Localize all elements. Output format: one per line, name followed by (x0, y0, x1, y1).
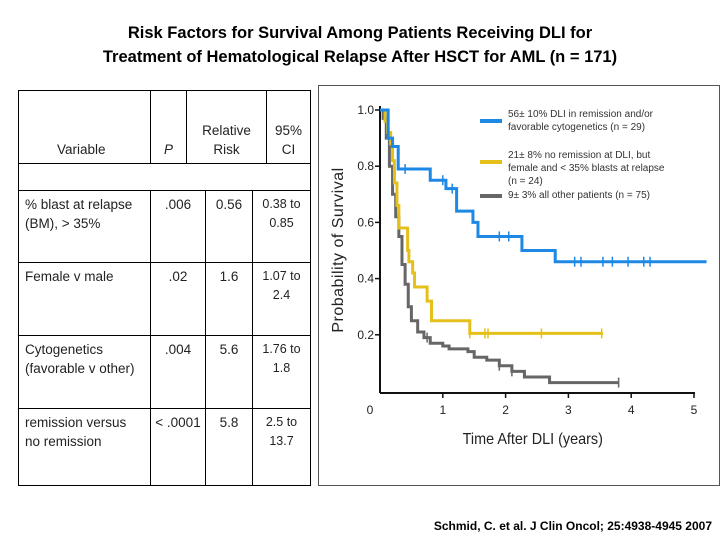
x-tick-label: 5 (691, 403, 698, 417)
x-tick-label: 2 (502, 403, 509, 417)
legend-label-1: 21± 8% no remission at DLI, but female an… (508, 150, 665, 187)
row4-ci: 2.5 to 13.7 (252, 408, 311, 486)
x-tick-label: 0 (367, 403, 374, 417)
row3-variable: Cytogenetics (favorable v other) (18, 335, 151, 409)
row4-variable: remission versus no remission (18, 408, 151, 486)
x-tick-label: 1 (439, 403, 446, 417)
x-tick-label: 3 (565, 403, 572, 417)
y-tick-label: 0.6 (357, 215, 374, 229)
survival-curve-1 (380, 108, 603, 335)
x-tick-label: 4 (628, 403, 635, 417)
citation: Schmid, C. et al. J Clin Oncol; 25:4938-… (433, 519, 712, 533)
slide-title-line1: Risk Factors for Survival Among Patients… (127, 24, 593, 42)
y-tick-label: 0.4 (357, 272, 374, 286)
survival-curve-0 (380, 108, 707, 264)
row1-variable: % blast at relapse (BM), > 35% (18, 190, 151, 263)
x-axis-label: Time After DLI (years) (463, 430, 603, 448)
slide-title-line2: Treatment of Hematological Relapse After… (102, 48, 618, 66)
y-tick-label: 0.8 (357, 159, 374, 173)
legend-label-0: 56± 10% DLI in remission and/or favorable… (508, 109, 654, 133)
row2-ci: 1.07 to 2.4 (252, 262, 311, 336)
y-tick-label: 1.0 (357, 103, 374, 117)
legend-label-2: 9± 3% all other patients (n = 75) (508, 190, 650, 201)
y-tick-label: 0.2 (357, 328, 374, 342)
y-axis-label: Probability of Survival (330, 167, 347, 332)
